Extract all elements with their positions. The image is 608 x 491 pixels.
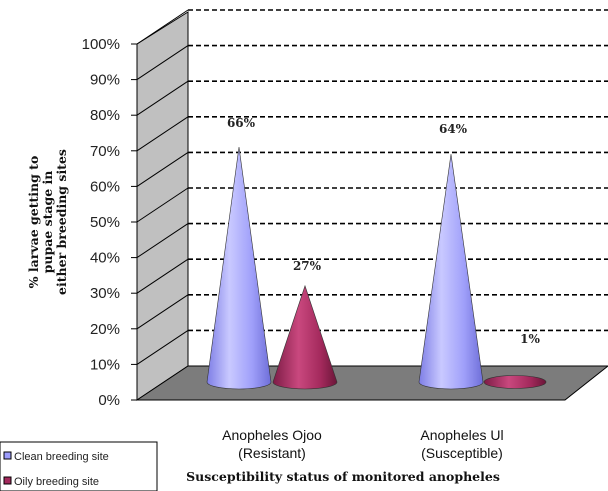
- cone-oily-2: [483, 375, 547, 389]
- legend-box: [0, 441, 158, 491]
- y-tick-label: 30%: [90, 285, 120, 302]
- gridline-side: [136, 151, 189, 187]
- category-label-2-line-1: Anopheles Ul: [420, 427, 503, 443]
- y-tick-label: 0%: [98, 392, 120, 409]
- y-tick-label: 60%: [90, 178, 120, 195]
- y-tick-label: 20%: [90, 321, 120, 338]
- legend-swatch-oily: [3, 476, 12, 485]
- side-wall: [136, 11, 189, 401]
- y-axis-title: % larvae getting to pupae stage in eithe…: [26, 149, 69, 295]
- chart-walls: [135, 11, 608, 401]
- legend-swatch-clean: [3, 451, 12, 460]
- gridline-side: [136, 294, 189, 330]
- y-tick-label: 10%: [90, 356, 120, 373]
- y-tick-label: 40%: [90, 250, 120, 267]
- legend: Clean breeding site Oily breeding site: [0, 441, 158, 491]
- y-axis-title-line-2: pupae stage in: [40, 171, 55, 274]
- back-wall: [188, 12, 608, 366]
- category-label-1-line-2: (Resistant): [238, 445, 306, 461]
- gridline-side: [136, 329, 189, 365]
- gridline-side: [136, 258, 189, 294]
- data-labels: 66% 64% 27% 1%: [227, 116, 541, 346]
- y-tick-label: 80%: [90, 107, 120, 124]
- y-tick-labels: 0% 10% 20% 30% 40% 50% 60% 70% 80% 90% 100%: [82, 36, 137, 409]
- gridline-side: [136, 187, 189, 223]
- legend-label-oily: Oily breeding site: [14, 476, 99, 488]
- category-label-2-line-2: (Susceptible): [421, 445, 503, 461]
- data-label-clean-1: 66%: [227, 116, 256, 130]
- data-label-clean-2: 64%: [439, 122, 468, 136]
- data-label-oily-2: 1%: [520, 332, 540, 346]
- x-axis-title: Susceptibility status of monitored anoph…: [186, 469, 500, 484]
- gridlines: [136, 9, 608, 365]
- cones: [206, 146, 547, 390]
- y-tick-label: 70%: [90, 143, 120, 160]
- gridline-side: [136, 9, 189, 45]
- y-tick-label: 90%: [90, 72, 120, 89]
- y-tick-label: 100%: [82, 36, 120, 53]
- y-axis-title-line-1: % larvae getting to: [26, 156, 41, 289]
- legend-label-clean: Clean breeding site: [14, 451, 109, 463]
- category-label-1-line-1: Anopheles Ojoo: [222, 427, 322, 443]
- gridline-side: [136, 80, 189, 116]
- gridline-side: [136, 223, 189, 259]
- y-tick-label: 50%: [90, 214, 120, 231]
- cone-oily-1: [272, 284, 338, 390]
- gridline-side: [136, 45, 189, 81]
- data-label-oily-1: 27%: [293, 259, 322, 273]
- cone-clean-1: [206, 146, 272, 390]
- gridline-side: [136, 116, 189, 152]
- cone-clean-2: [418, 154, 484, 390]
- y-axis-title-line-3: either breeding sites: [54, 149, 69, 295]
- category-labels: Anopheles Ojoo (Resistant) Anopheles Ul …: [222, 427, 503, 461]
